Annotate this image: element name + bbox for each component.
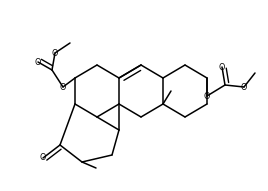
Text: O: O (60, 83, 66, 91)
Text: O: O (52, 49, 58, 57)
Text: O: O (40, 154, 46, 163)
Text: O: O (241, 83, 247, 91)
Text: O: O (204, 91, 210, 100)
Text: O: O (35, 57, 41, 66)
Text: O: O (219, 62, 225, 71)
